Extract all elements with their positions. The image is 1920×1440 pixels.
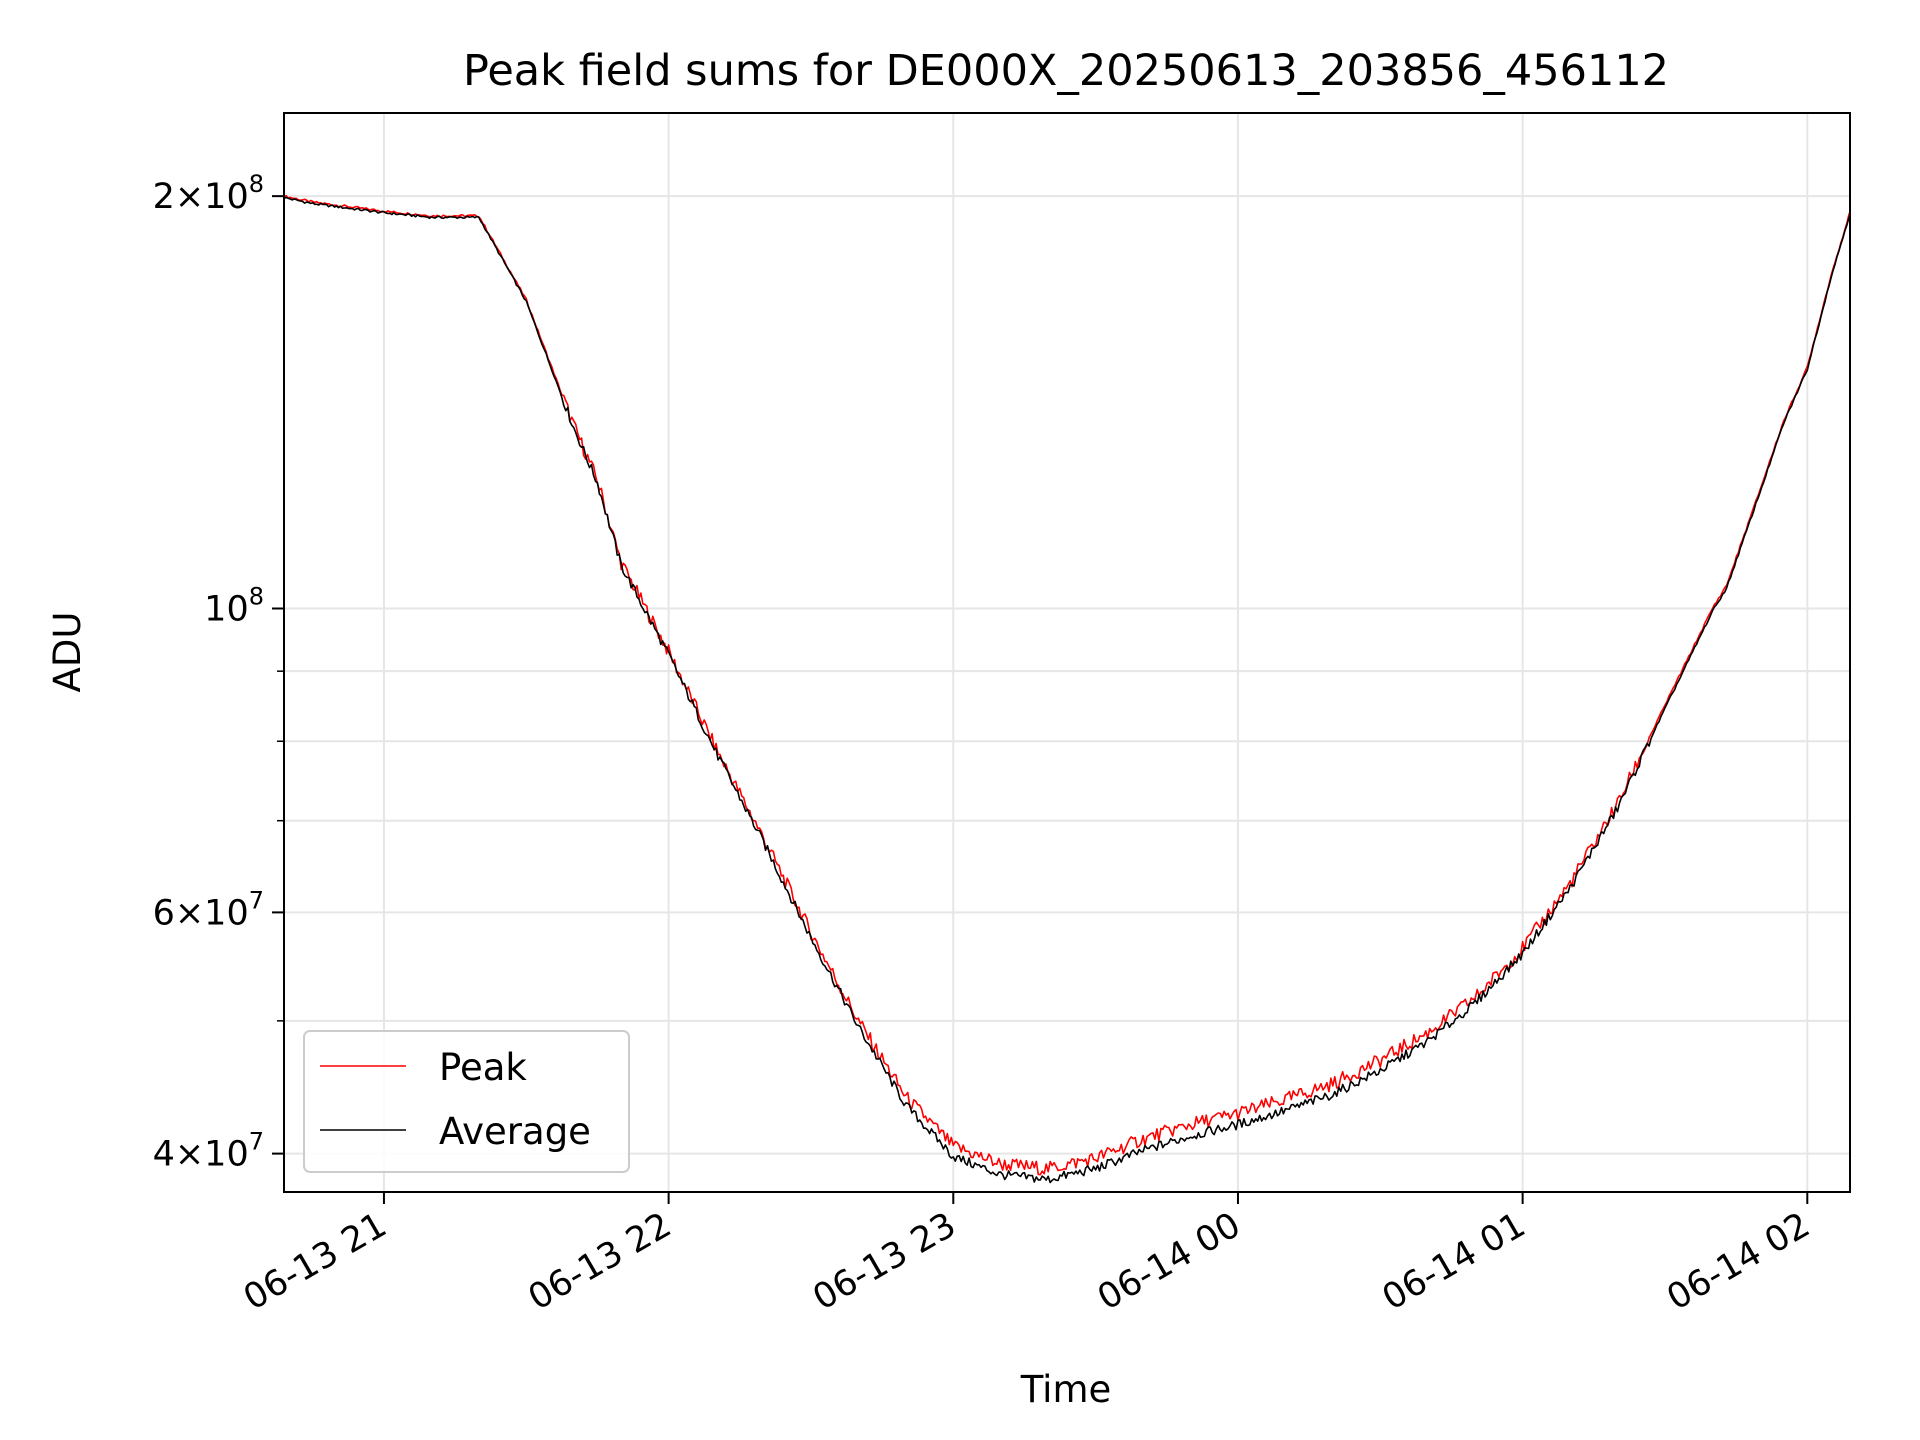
plot-frame (283, 112, 1851, 1193)
legend: Peak Average (303, 1030, 630, 1173)
y-tick-label: 6×107 (153, 886, 264, 933)
series-line-average (284, 196, 1850, 1184)
y-tick-label: 108 (204, 583, 264, 630)
y-axis-label: ADU (46, 612, 89, 693)
legend-label-peak: Peak (439, 1046, 527, 1089)
legend-label-average: Average (439, 1110, 591, 1153)
y-axis-ticks: 4×107 6×107 108 2×108 (153, 170, 284, 1175)
gridlines (284, 113, 1850, 1192)
chart-title: Peak field sums for DE000X_20250613_2038… (463, 46, 1669, 96)
series-line-peak (284, 194, 1850, 1176)
plot-area (283, 112, 1851, 1193)
series-layer (284, 194, 1850, 1184)
y-tick-label: 4×107 (153, 1128, 264, 1175)
plot-background (284, 113, 1850, 1192)
y-tick-label: 2×108 (153, 170, 264, 217)
x-axis-label: Time (1020, 1368, 1112, 1411)
